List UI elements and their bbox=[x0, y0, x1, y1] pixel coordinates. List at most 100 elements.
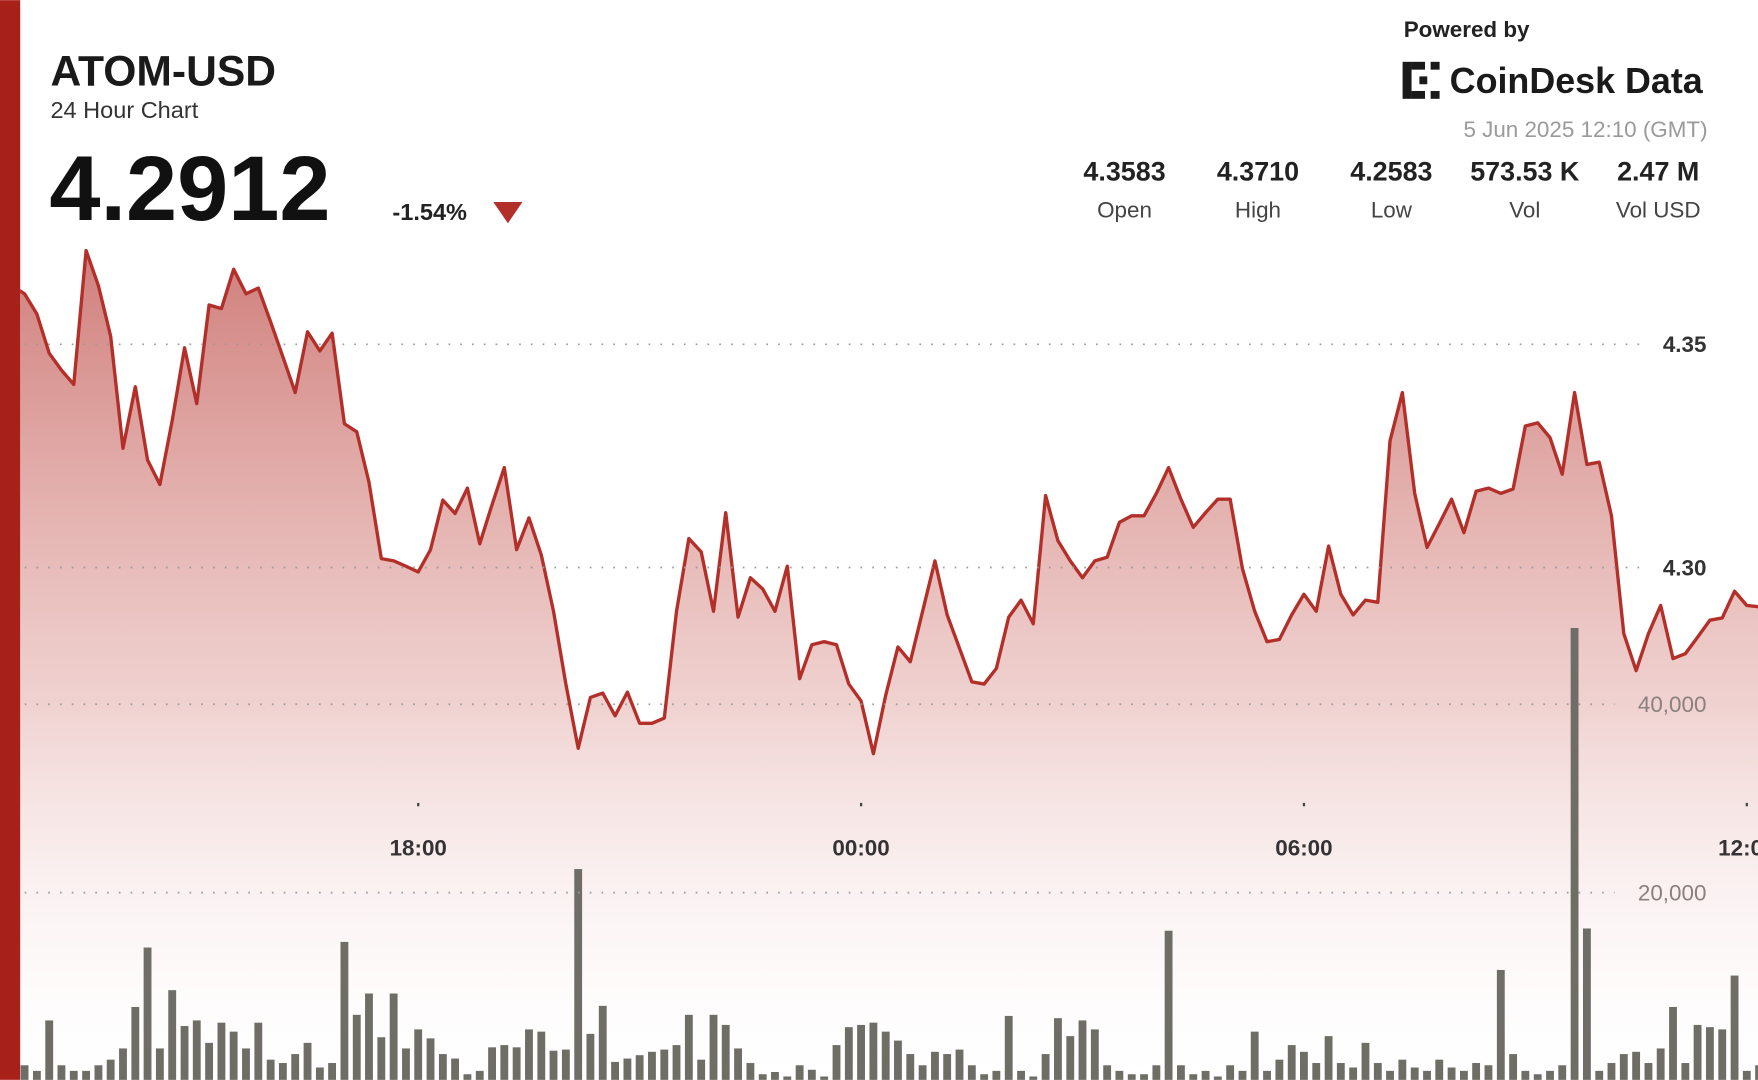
volume-bar bbox=[1078, 1020, 1087, 1080]
volume-bar bbox=[1447, 1067, 1456, 1080]
volume-bar bbox=[402, 1048, 410, 1080]
symbol: ATOM-USD bbox=[50, 47, 276, 95]
stat-value: 4.3583 bbox=[1083, 157, 1165, 187]
volume-bar bbox=[1189, 1074, 1198, 1080]
change: -1.54% bbox=[392, 199, 467, 225]
volume-bar bbox=[365, 993, 373, 1080]
x-tick-label: 12:00 bbox=[1718, 836, 1758, 861]
volume-bar bbox=[943, 1054, 952, 1080]
y-tick-label: 4.30 bbox=[1663, 555, 1707, 580]
x-tick-label: 06:00 bbox=[1275, 836, 1332, 861]
volume-bar bbox=[672, 1045, 681, 1080]
volume-bar bbox=[549, 1050, 558, 1080]
volume-bar bbox=[1423, 1070, 1431, 1080]
y2-tick-label: 20,000 bbox=[1638, 880, 1707, 905]
volume-bar bbox=[844, 1027, 853, 1080]
volume-bar bbox=[1705, 1027, 1714, 1080]
volume-bar bbox=[1533, 1074, 1542, 1080]
volume-bar bbox=[1300, 1051, 1308, 1080]
volume-bar bbox=[1644, 1063, 1653, 1080]
volume-bar bbox=[734, 1048, 742, 1080]
volume-bar bbox=[1681, 1063, 1690, 1080]
volume-bar bbox=[1386, 1070, 1394, 1080]
volume-bar bbox=[906, 1054, 915, 1080]
stat-label: Vol bbox=[1509, 198, 1540, 223]
volume-bar bbox=[1140, 1074, 1148, 1080]
volume-bar bbox=[303, 1042, 312, 1080]
volume-bar bbox=[623, 1058, 632, 1080]
volume-bar bbox=[143, 947, 152, 1080]
volume-bar bbox=[192, 1020, 201, 1080]
volume-bar bbox=[746, 1063, 755, 1080]
volume-bar bbox=[1459, 1070, 1468, 1080]
volume-bar bbox=[1361, 1042, 1370, 1080]
volume-bar bbox=[635, 1055, 644, 1080]
volume-bar bbox=[1373, 1063, 1382, 1080]
volume-bar bbox=[709, 1014, 718, 1080]
volume-bar bbox=[1213, 1076, 1222, 1080]
volume-bar bbox=[561, 1049, 570, 1080]
volume-bar bbox=[992, 1070, 1001, 1080]
volume-bar bbox=[1287, 1045, 1296, 1080]
volume-bar bbox=[881, 1031, 890, 1080]
volume-bar bbox=[1607, 1063, 1616, 1080]
volume-bar bbox=[106, 1059, 115, 1080]
x-tick-label: 18:00 bbox=[390, 836, 447, 861]
volume-bar bbox=[328, 1063, 337, 1080]
overlay: 4.30 4.35 20,000 40,000 18:00 00:00 06:00 12:00 bbox=[24, 332, 1758, 905]
volume-bar bbox=[1693, 1024, 1702, 1080]
volume-bar bbox=[980, 1074, 989, 1080]
timestamp: 5 Jun 2025 12:10 (GMT) bbox=[1463, 117, 1707, 142]
volume-bar bbox=[1066, 1036, 1075, 1080]
volume-bar bbox=[771, 1071, 779, 1080]
stat-value: 4.2583 bbox=[1350, 157, 1432, 187]
brand-name: CoinDesk Data bbox=[1450, 61, 1704, 101]
volume-bar bbox=[32, 1070, 41, 1080]
volume-bar bbox=[475, 1070, 484, 1080]
subtitle: 24 Hour Chart bbox=[50, 97, 198, 123]
volume-bar bbox=[1669, 1006, 1677, 1080]
volume-bar bbox=[500, 1045, 509, 1080]
volume-bar bbox=[1090, 1029, 1099, 1080]
volume-bar bbox=[1484, 1065, 1493, 1080]
volume-bar bbox=[1152, 1065, 1161, 1080]
volume-bar bbox=[266, 1059, 275, 1080]
stat-label: Low bbox=[1371, 198, 1413, 223]
volume-bar bbox=[205, 1042, 214, 1080]
volume-bar bbox=[1742, 1070, 1751, 1080]
volume-bar bbox=[1127, 1074, 1136, 1080]
volume-bar bbox=[155, 1048, 164, 1080]
volume-bar bbox=[451, 1058, 460, 1080]
volume-bar bbox=[1582, 928, 1591, 1080]
volume-bar bbox=[586, 1033, 595, 1080]
stat-label: Vol USD bbox=[1616, 198, 1701, 223]
price-line bbox=[20, 248, 1758, 756]
volume-bar bbox=[352, 1014, 361, 1080]
volume-bar bbox=[1619, 1054, 1628, 1080]
volume-bar bbox=[869, 1022, 878, 1080]
volume-bar bbox=[598, 1005, 607, 1080]
volume-bar bbox=[1103, 1065, 1112, 1080]
volume-bar bbox=[1632, 1051, 1641, 1080]
volume-bar bbox=[1164, 930, 1173, 1080]
stat-value: 4.3710 bbox=[1217, 157, 1299, 187]
volume-bar bbox=[1349, 1067, 1358, 1080]
volume-bar bbox=[1730, 975, 1739, 1080]
volume-bar bbox=[1115, 1070, 1124, 1080]
y2-tick-label: 40,000 bbox=[1638, 692, 1707, 717]
volume-bar bbox=[315, 1067, 324, 1080]
stat-value: 573.53 K bbox=[1470, 157, 1580, 187]
volume-bar bbox=[1336, 1063, 1345, 1080]
volume-bar bbox=[1177, 1065, 1185, 1080]
volume-bar bbox=[1275, 1059, 1284, 1080]
volume-bar bbox=[414, 1029, 423, 1080]
volume-bar bbox=[389, 993, 398, 1080]
volume-bar bbox=[180, 1026, 189, 1080]
powered-by: Powered by bbox=[1404, 17, 1530, 42]
volume-bar bbox=[537, 1031, 546, 1080]
volume-bar bbox=[660, 1049, 669, 1080]
volume-bar bbox=[857, 1024, 865, 1080]
stats: 4.3583 Open 4.3710 High 4.2583 Low 573.53 K Vol… bbox=[1083, 157, 1700, 223]
volume-bar bbox=[1410, 1067, 1419, 1080]
